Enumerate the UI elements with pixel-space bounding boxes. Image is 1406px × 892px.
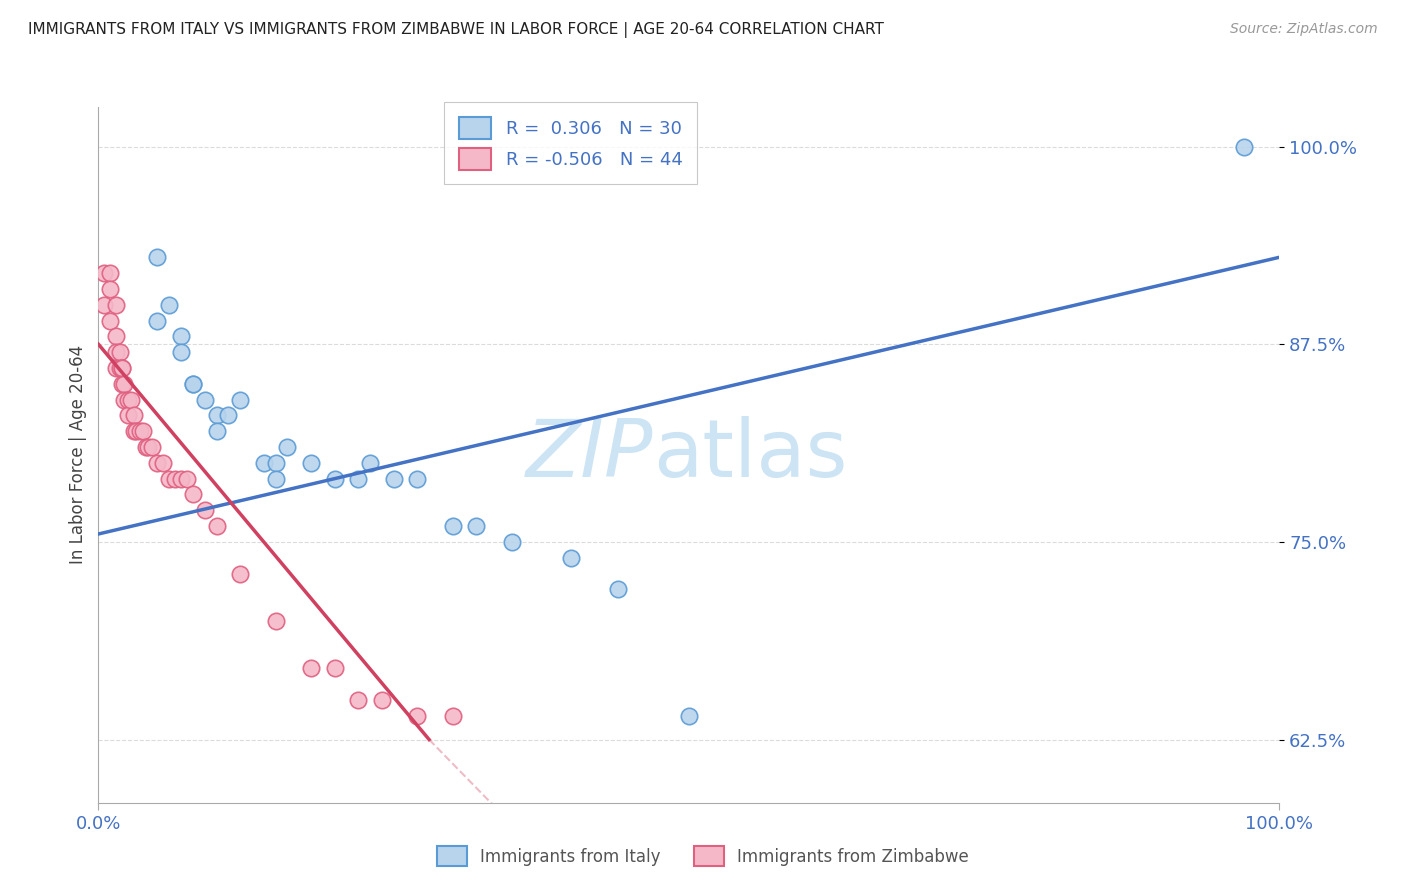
Point (501, 534, 523, 549)
Point (181, 376, 204, 391)
Point (105, 329, 128, 343)
Point (141, 440, 163, 454)
Point (98, 266, 121, 280)
Point (253, 456, 276, 470)
Point (105, 298, 128, 312)
Text: Source: ZipAtlas.com: Source: ZipAtlas.com (1230, 22, 1378, 37)
Point (136, 440, 159, 454)
Point (323, 661, 346, 675)
Point (165, 472, 187, 486)
Point (678, 708, 700, 723)
Point (146, 313, 169, 327)
Point (105, 360, 128, 375)
Point (371, 693, 394, 707)
Point (98, 313, 121, 327)
Point (205, 519, 228, 533)
Legend: Immigrants from Italy, Immigrants from Zimbabwe: Immigrants from Italy, Immigrants from Z… (429, 838, 977, 875)
Point (122, 409, 145, 423)
Point (194, 503, 217, 517)
Point (112, 376, 135, 391)
Point (135, 440, 157, 454)
Point (441, 708, 464, 723)
Point (441, 519, 464, 533)
Point (205, 424, 228, 438)
Point (194, 392, 217, 407)
Point (93, 298, 115, 312)
Y-axis label: In Labor Force | Age 20-64: In Labor Force | Age 20-64 (69, 345, 87, 565)
Point (132, 424, 155, 438)
Point (607, 582, 630, 597)
Point (108, 360, 131, 375)
Point (157, 298, 180, 312)
Point (111, 360, 134, 375)
Point (128, 424, 150, 438)
Point (229, 392, 252, 407)
Text: atlas: atlas (654, 416, 848, 494)
Legend: R =  0.306   N = 30, R = -0.506   N = 44: R = 0.306 N = 30, R = -0.506 N = 44 (444, 103, 697, 184)
Point (406, 472, 429, 486)
Point (121, 392, 143, 407)
Point (264, 472, 287, 486)
Text: ZIP: ZIP (526, 416, 654, 494)
Point (359, 456, 381, 470)
Point (170, 472, 193, 486)
Point (176, 472, 198, 486)
Point (323, 472, 346, 486)
Point (347, 693, 370, 707)
Point (105, 345, 128, 359)
Point (111, 835, 134, 849)
Point (146, 250, 169, 264)
Point (122, 424, 145, 438)
Point (152, 456, 174, 470)
Point (560, 550, 582, 565)
Point (157, 472, 180, 486)
Point (264, 456, 287, 470)
Point (276, 440, 298, 454)
Point (299, 661, 322, 675)
Point (205, 409, 228, 423)
Point (146, 456, 169, 470)
Point (382, 472, 405, 486)
Point (125, 424, 148, 438)
Point (170, 329, 193, 343)
Point (217, 409, 239, 423)
Point (1233, 139, 1256, 153)
Point (117, 392, 139, 407)
Text: IMMIGRANTS FROM ITALY VS IMMIGRANTS FROM ZIMBABWE IN LABOR FORCE | AGE 20-64 COR: IMMIGRANTS FROM ITALY VS IMMIGRANTS FROM… (28, 22, 884, 38)
Point (181, 487, 204, 501)
Point (117, 409, 139, 423)
Point (98, 282, 121, 296)
Point (112, 392, 135, 407)
Point (181, 376, 204, 391)
Point (170, 345, 193, 359)
Point (299, 456, 322, 470)
Point (229, 566, 252, 581)
Point (347, 472, 370, 486)
Point (108, 345, 131, 359)
Point (93, 266, 115, 280)
Point (465, 519, 488, 533)
Point (406, 708, 429, 723)
Point (111, 376, 134, 391)
Point (111, 360, 134, 375)
Point (264, 614, 287, 628)
